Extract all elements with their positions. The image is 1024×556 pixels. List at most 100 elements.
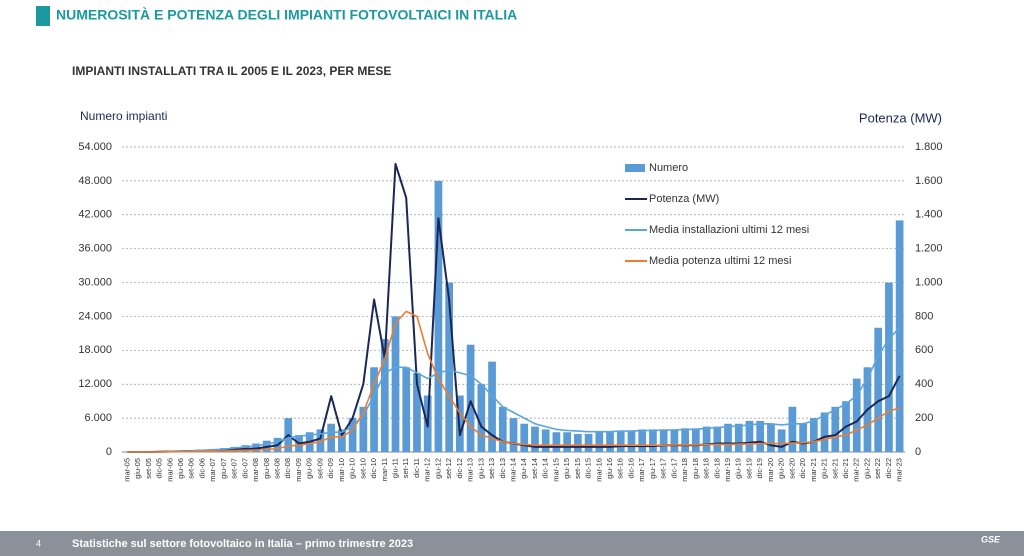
x-tick-label: set-08 bbox=[273, 458, 282, 479]
bar bbox=[895, 220, 904, 452]
bar bbox=[767, 423, 775, 452]
x-tick-label: mar-14 bbox=[508, 458, 517, 482]
y-tick-label: 30.000 bbox=[78, 276, 112, 288]
header-marker bbox=[36, 6, 50, 26]
y-tick-label: 36.000 bbox=[78, 243, 112, 255]
y2-tick-label: 800 bbox=[915, 310, 933, 322]
footer-page: 4 bbox=[36, 538, 41, 548]
x-tick-label: dic-16 bbox=[626, 458, 635, 478]
line bbox=[127, 310, 900, 453]
y2-tick-label: 1.200 bbox=[915, 243, 943, 255]
x-tick-label: set-14 bbox=[530, 458, 539, 479]
y-tick-label: 18.000 bbox=[78, 344, 112, 356]
x-tick-label: dic-11 bbox=[412, 458, 421, 478]
y2-tick-label: 1.600 bbox=[915, 175, 943, 187]
line bbox=[127, 327, 901, 453]
x-tick-label: set-17 bbox=[659, 458, 668, 479]
x-tick-label: dic-15 bbox=[584, 458, 593, 478]
bar bbox=[359, 406, 368, 452]
x-tick-label: mar-19 bbox=[723, 458, 732, 482]
x-tick-label: mar-11 bbox=[380, 458, 389, 481]
bar bbox=[316, 429, 325, 452]
x-tick-label: dic-20 bbox=[798, 458, 807, 478]
x-tick-label: set-19 bbox=[744, 458, 753, 479]
x-tick-label: giu-05 bbox=[133, 458, 142, 479]
bar bbox=[391, 316, 400, 452]
y-tick-label: 24.000 bbox=[78, 310, 112, 322]
bar bbox=[477, 384, 486, 452]
y2-tick-label: 0 bbox=[915, 446, 921, 458]
x-tick-label: mar-18 bbox=[680, 458, 689, 482]
x-tick-label: set-11 bbox=[401, 458, 410, 478]
x-tick-label: set-18 bbox=[702, 458, 711, 479]
x-tick-label: mar-08 bbox=[251, 458, 260, 482]
x-tick-label: mar-15 bbox=[551, 458, 560, 482]
bar bbox=[638, 429, 647, 452]
x-tick-label: giu-20 bbox=[777, 458, 786, 479]
bar bbox=[756, 420, 765, 452]
x-tick-label: set-10 bbox=[358, 458, 367, 479]
bar bbox=[445, 282, 454, 452]
x-tick-label: set-16 bbox=[616, 458, 625, 479]
bar bbox=[670, 429, 679, 452]
bar bbox=[327, 423, 336, 452]
y2-tick-label: 600 bbox=[915, 344, 933, 356]
header-title: NUMEROSITÀ E POTENZA DEGLI IMPIANTI FOTO… bbox=[56, 7, 517, 23]
bar bbox=[659, 429, 668, 452]
bar bbox=[777, 429, 786, 452]
bar bbox=[402, 367, 411, 452]
legend-label: Numero bbox=[649, 162, 688, 174]
x-tick-label: mar-09 bbox=[294, 458, 303, 482]
x-tick-label: dic-22 bbox=[884, 458, 893, 478]
y-tick-label: 42.000 bbox=[78, 209, 112, 221]
bar bbox=[745, 420, 754, 452]
bar bbox=[799, 423, 807, 452]
x-tick-label: giu-06 bbox=[176, 458, 185, 479]
bar bbox=[488, 361, 496, 452]
bar bbox=[348, 418, 357, 452]
y2-tick-label: 1.800 bbox=[915, 141, 943, 153]
x-tick-label: dic-17 bbox=[669, 458, 678, 478]
bar bbox=[831, 406, 840, 452]
bar bbox=[531, 426, 539, 452]
bar bbox=[509, 418, 518, 452]
bar bbox=[885, 282, 893, 452]
x-tick-label: giu-09 bbox=[305, 458, 314, 479]
x-tick-label: dic-10 bbox=[369, 458, 378, 478]
legend-label: Potenza (MW) bbox=[649, 193, 719, 205]
bar bbox=[552, 432, 561, 452]
x-tick-label: dic-08 bbox=[283, 458, 292, 478]
x-tick-label: mar-16 bbox=[594, 458, 603, 482]
x-tick-label: set-15 bbox=[573, 458, 582, 479]
bar bbox=[434, 180, 443, 452]
x-tick-label: set-20 bbox=[787, 458, 796, 479]
x-tick-label: dic-18 bbox=[712, 458, 721, 478]
x-tick-label: dic-21 bbox=[841, 458, 850, 478]
y-tick-label: 6.000 bbox=[84, 412, 112, 424]
line bbox=[127, 162, 901, 453]
bar bbox=[874, 327, 883, 452]
x-tick-label: dic-07 bbox=[240, 458, 249, 478]
y2-tick-label: 1.000 bbox=[915, 276, 943, 288]
x-tick-label: giu-10 bbox=[348, 458, 357, 479]
x-tick-label: giu-07 bbox=[219, 458, 228, 479]
bar bbox=[691, 428, 700, 452]
bar bbox=[370, 367, 378, 452]
x-tick-label: giu-14 bbox=[519, 458, 528, 479]
bar bbox=[734, 423, 743, 452]
chart-title: IMPIANTI INSTALLATI TRA IL 2005 E IL 202… bbox=[72, 64, 391, 78]
x-tick-label: giu-16 bbox=[605, 458, 614, 479]
bar bbox=[338, 429, 346, 452]
x-tick-label: giu-18 bbox=[691, 458, 700, 479]
x-tick-label: mar-06 bbox=[165, 458, 174, 482]
bar bbox=[809, 418, 818, 452]
x-tick-label: mar-22 bbox=[852, 458, 861, 482]
x-tick-label: mar-23 bbox=[895, 458, 904, 482]
x-tick-label: set-22 bbox=[873, 458, 882, 479]
x-tick-label: giu-12 bbox=[433, 458, 442, 479]
x-tick-label: dic-13 bbox=[498, 458, 507, 478]
footer-logo: GSE bbox=[981, 534, 1001, 544]
bar bbox=[541, 429, 550, 452]
bar bbox=[584, 433, 593, 452]
x-tick-label: dic-12 bbox=[455, 458, 464, 478]
